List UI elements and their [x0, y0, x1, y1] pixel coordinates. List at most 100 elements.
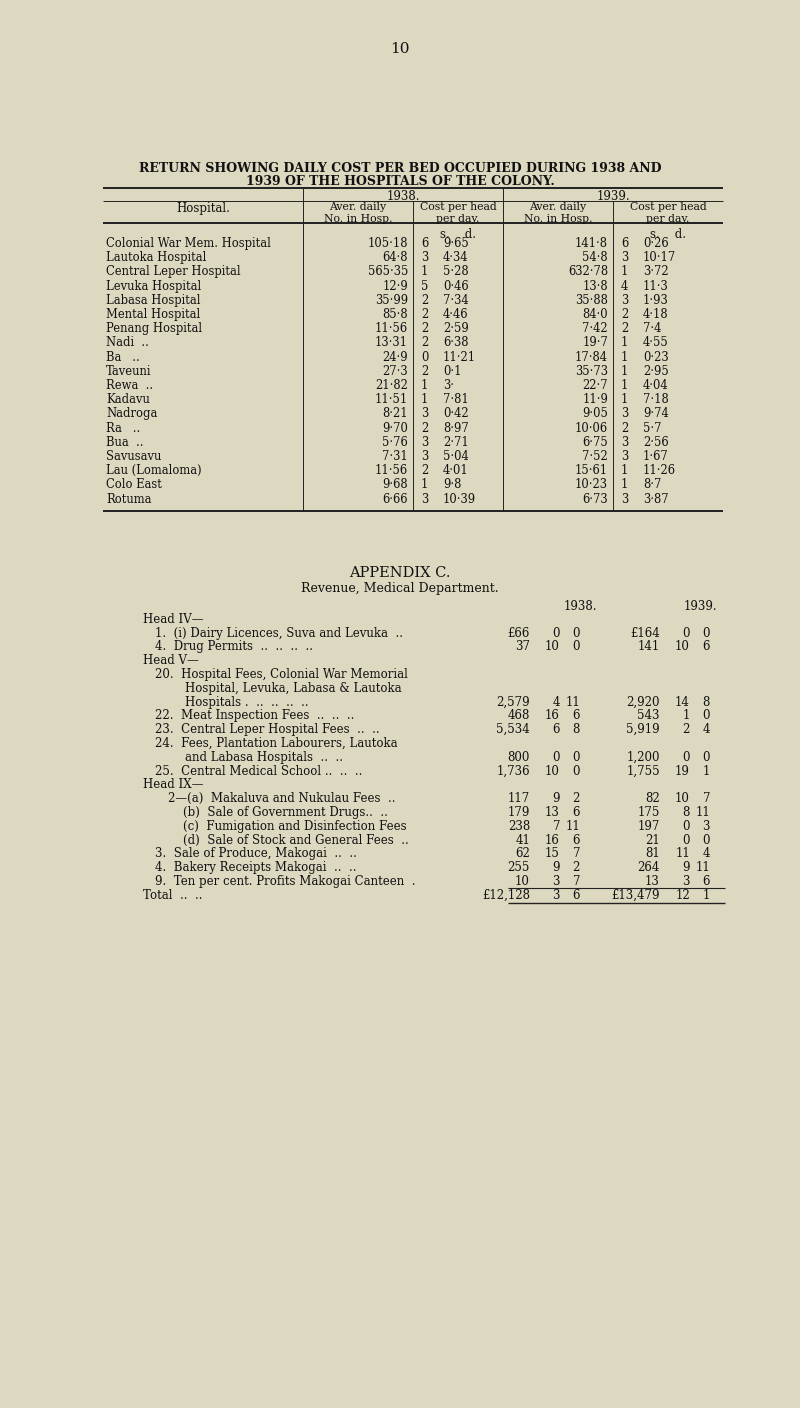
Text: 11: 11: [695, 805, 710, 819]
Text: 3: 3: [621, 407, 628, 421]
Text: s.    d.: s. d.: [650, 228, 686, 241]
Text: 0: 0: [682, 750, 690, 763]
Text: 0·1: 0·1: [443, 365, 462, 377]
Text: 3: 3: [421, 251, 428, 265]
Text: 0: 0: [682, 834, 690, 846]
Text: 4.  Drug Permits  ..  ..  ..  ..: 4. Drug Permits .. .. .. ..: [155, 641, 313, 653]
Text: 3: 3: [421, 451, 428, 463]
Text: 10·17: 10·17: [643, 251, 676, 265]
Text: 1: 1: [621, 365, 628, 377]
Text: 2: 2: [621, 421, 628, 435]
Text: (b)  Sale of Government Drugs..  ..: (b) Sale of Government Drugs.. ..: [168, 805, 388, 819]
Text: 82: 82: [646, 793, 660, 805]
Text: 4·18: 4·18: [643, 308, 669, 321]
Text: 7·42: 7·42: [582, 322, 608, 335]
Text: 54·8: 54·8: [582, 251, 608, 265]
Text: 1: 1: [702, 765, 710, 777]
Text: 2: 2: [421, 421, 428, 435]
Text: 10·06: 10·06: [575, 421, 608, 435]
Text: 141: 141: [638, 641, 660, 653]
Text: 2: 2: [421, 294, 428, 307]
Text: 5·7: 5·7: [643, 421, 662, 435]
Text: 7: 7: [553, 819, 560, 832]
Text: 10: 10: [675, 641, 690, 653]
Text: 11: 11: [695, 862, 710, 874]
Text: 1: 1: [621, 351, 628, 363]
Text: 5·76: 5·76: [382, 436, 408, 449]
Text: 5,534: 5,534: [496, 724, 530, 736]
Text: Rotuma: Rotuma: [106, 493, 151, 505]
Text: 6: 6: [553, 724, 560, 736]
Text: Ra   ..: Ra ..: [106, 421, 140, 435]
Text: and Labasa Hospitals  ..  ..: and Labasa Hospitals .. ..: [155, 750, 343, 763]
Text: 632·78: 632·78: [568, 265, 608, 279]
Text: (d)  Sale of Stock and General Fees  ..: (d) Sale of Stock and General Fees ..: [168, 834, 409, 846]
Text: 0·42: 0·42: [443, 407, 469, 421]
Text: 15: 15: [545, 848, 560, 860]
Text: 7: 7: [573, 848, 580, 860]
Text: 800: 800: [508, 750, 530, 763]
Text: 1: 1: [621, 337, 628, 349]
Text: 4: 4: [621, 280, 628, 293]
Text: 238: 238: [508, 819, 530, 832]
Text: 105·18: 105·18: [367, 237, 408, 251]
Text: 6·66: 6·66: [382, 493, 408, 505]
Text: 24·9: 24·9: [382, 351, 408, 363]
Text: 0: 0: [421, 351, 428, 363]
Text: 16: 16: [545, 834, 560, 846]
Text: Mental Hospital: Mental Hospital: [106, 308, 200, 321]
Text: 9.  Ten per cent. Profits Makogai Canteen  .: 9. Ten per cent. Profits Makogai Canteen…: [155, 874, 415, 888]
Text: 2·56: 2·56: [643, 436, 669, 449]
Text: Revenue, Medical Department.: Revenue, Medical Department.: [301, 582, 499, 594]
Text: 4·34: 4·34: [443, 251, 469, 265]
Text: 14: 14: [675, 696, 690, 708]
Text: 1939.: 1939.: [683, 600, 717, 612]
Text: 6: 6: [621, 237, 628, 251]
Text: 5·28: 5·28: [443, 265, 469, 279]
Text: 1·93: 1·93: [643, 294, 669, 307]
Text: 10: 10: [675, 793, 690, 805]
Text: 4: 4: [702, 724, 710, 736]
Text: 264: 264: [638, 862, 660, 874]
Text: 11·56: 11·56: [375, 465, 408, 477]
Text: Head IX—: Head IX—: [143, 779, 203, 791]
Text: (c)  Fumigation and Disinfection Fees: (c) Fumigation and Disinfection Fees: [168, 819, 406, 832]
Text: 2—(a)  Makaluva and Nukulau Fees  ..: 2—(a) Makaluva and Nukulau Fees ..: [168, 793, 395, 805]
Text: 1: 1: [421, 479, 428, 491]
Text: 10·39: 10·39: [443, 493, 476, 505]
Text: 3·87: 3·87: [643, 493, 669, 505]
Text: 12·9: 12·9: [382, 280, 408, 293]
Text: 0·46: 0·46: [443, 280, 469, 293]
Text: 6: 6: [573, 805, 580, 819]
Text: Taveuni: Taveuni: [106, 365, 151, 377]
Text: 3·72: 3·72: [643, 265, 669, 279]
Text: 2: 2: [621, 308, 628, 321]
Text: s.    d.: s. d.: [440, 228, 476, 241]
Text: 64·8: 64·8: [382, 251, 408, 265]
Text: 81: 81: [646, 848, 660, 860]
Text: 35·99: 35·99: [375, 294, 408, 307]
Text: Colonial War Mem. Hospital: Colonial War Mem. Hospital: [106, 237, 271, 251]
Text: 9·74: 9·74: [643, 407, 669, 421]
Text: Lau (Lomaloma): Lau (Lomaloma): [106, 465, 202, 477]
Text: 6: 6: [573, 834, 580, 846]
Text: 2: 2: [573, 793, 580, 805]
Text: 10: 10: [545, 641, 560, 653]
Text: 0: 0: [573, 641, 580, 653]
Text: 1938.: 1938.: [386, 190, 420, 203]
Text: Head V—: Head V—: [143, 655, 198, 667]
Text: 175: 175: [638, 805, 660, 819]
Text: 0: 0: [702, 750, 710, 763]
Text: 4·04: 4·04: [643, 379, 669, 391]
Text: 9: 9: [682, 862, 690, 874]
Text: Colo East: Colo East: [106, 479, 162, 491]
Text: 15·61: 15·61: [575, 465, 608, 477]
Text: 2·71: 2·71: [443, 436, 469, 449]
Text: 19·7: 19·7: [582, 337, 608, 349]
Text: 22·7: 22·7: [582, 379, 608, 391]
Text: Aver. daily
No. in Hosp.: Aver. daily No. in Hosp.: [524, 201, 592, 224]
Text: 179: 179: [508, 805, 530, 819]
Text: 7·34: 7·34: [443, 294, 469, 307]
Text: 3: 3: [553, 888, 560, 901]
Text: Lautoka Hospital: Lautoka Hospital: [106, 251, 206, 265]
